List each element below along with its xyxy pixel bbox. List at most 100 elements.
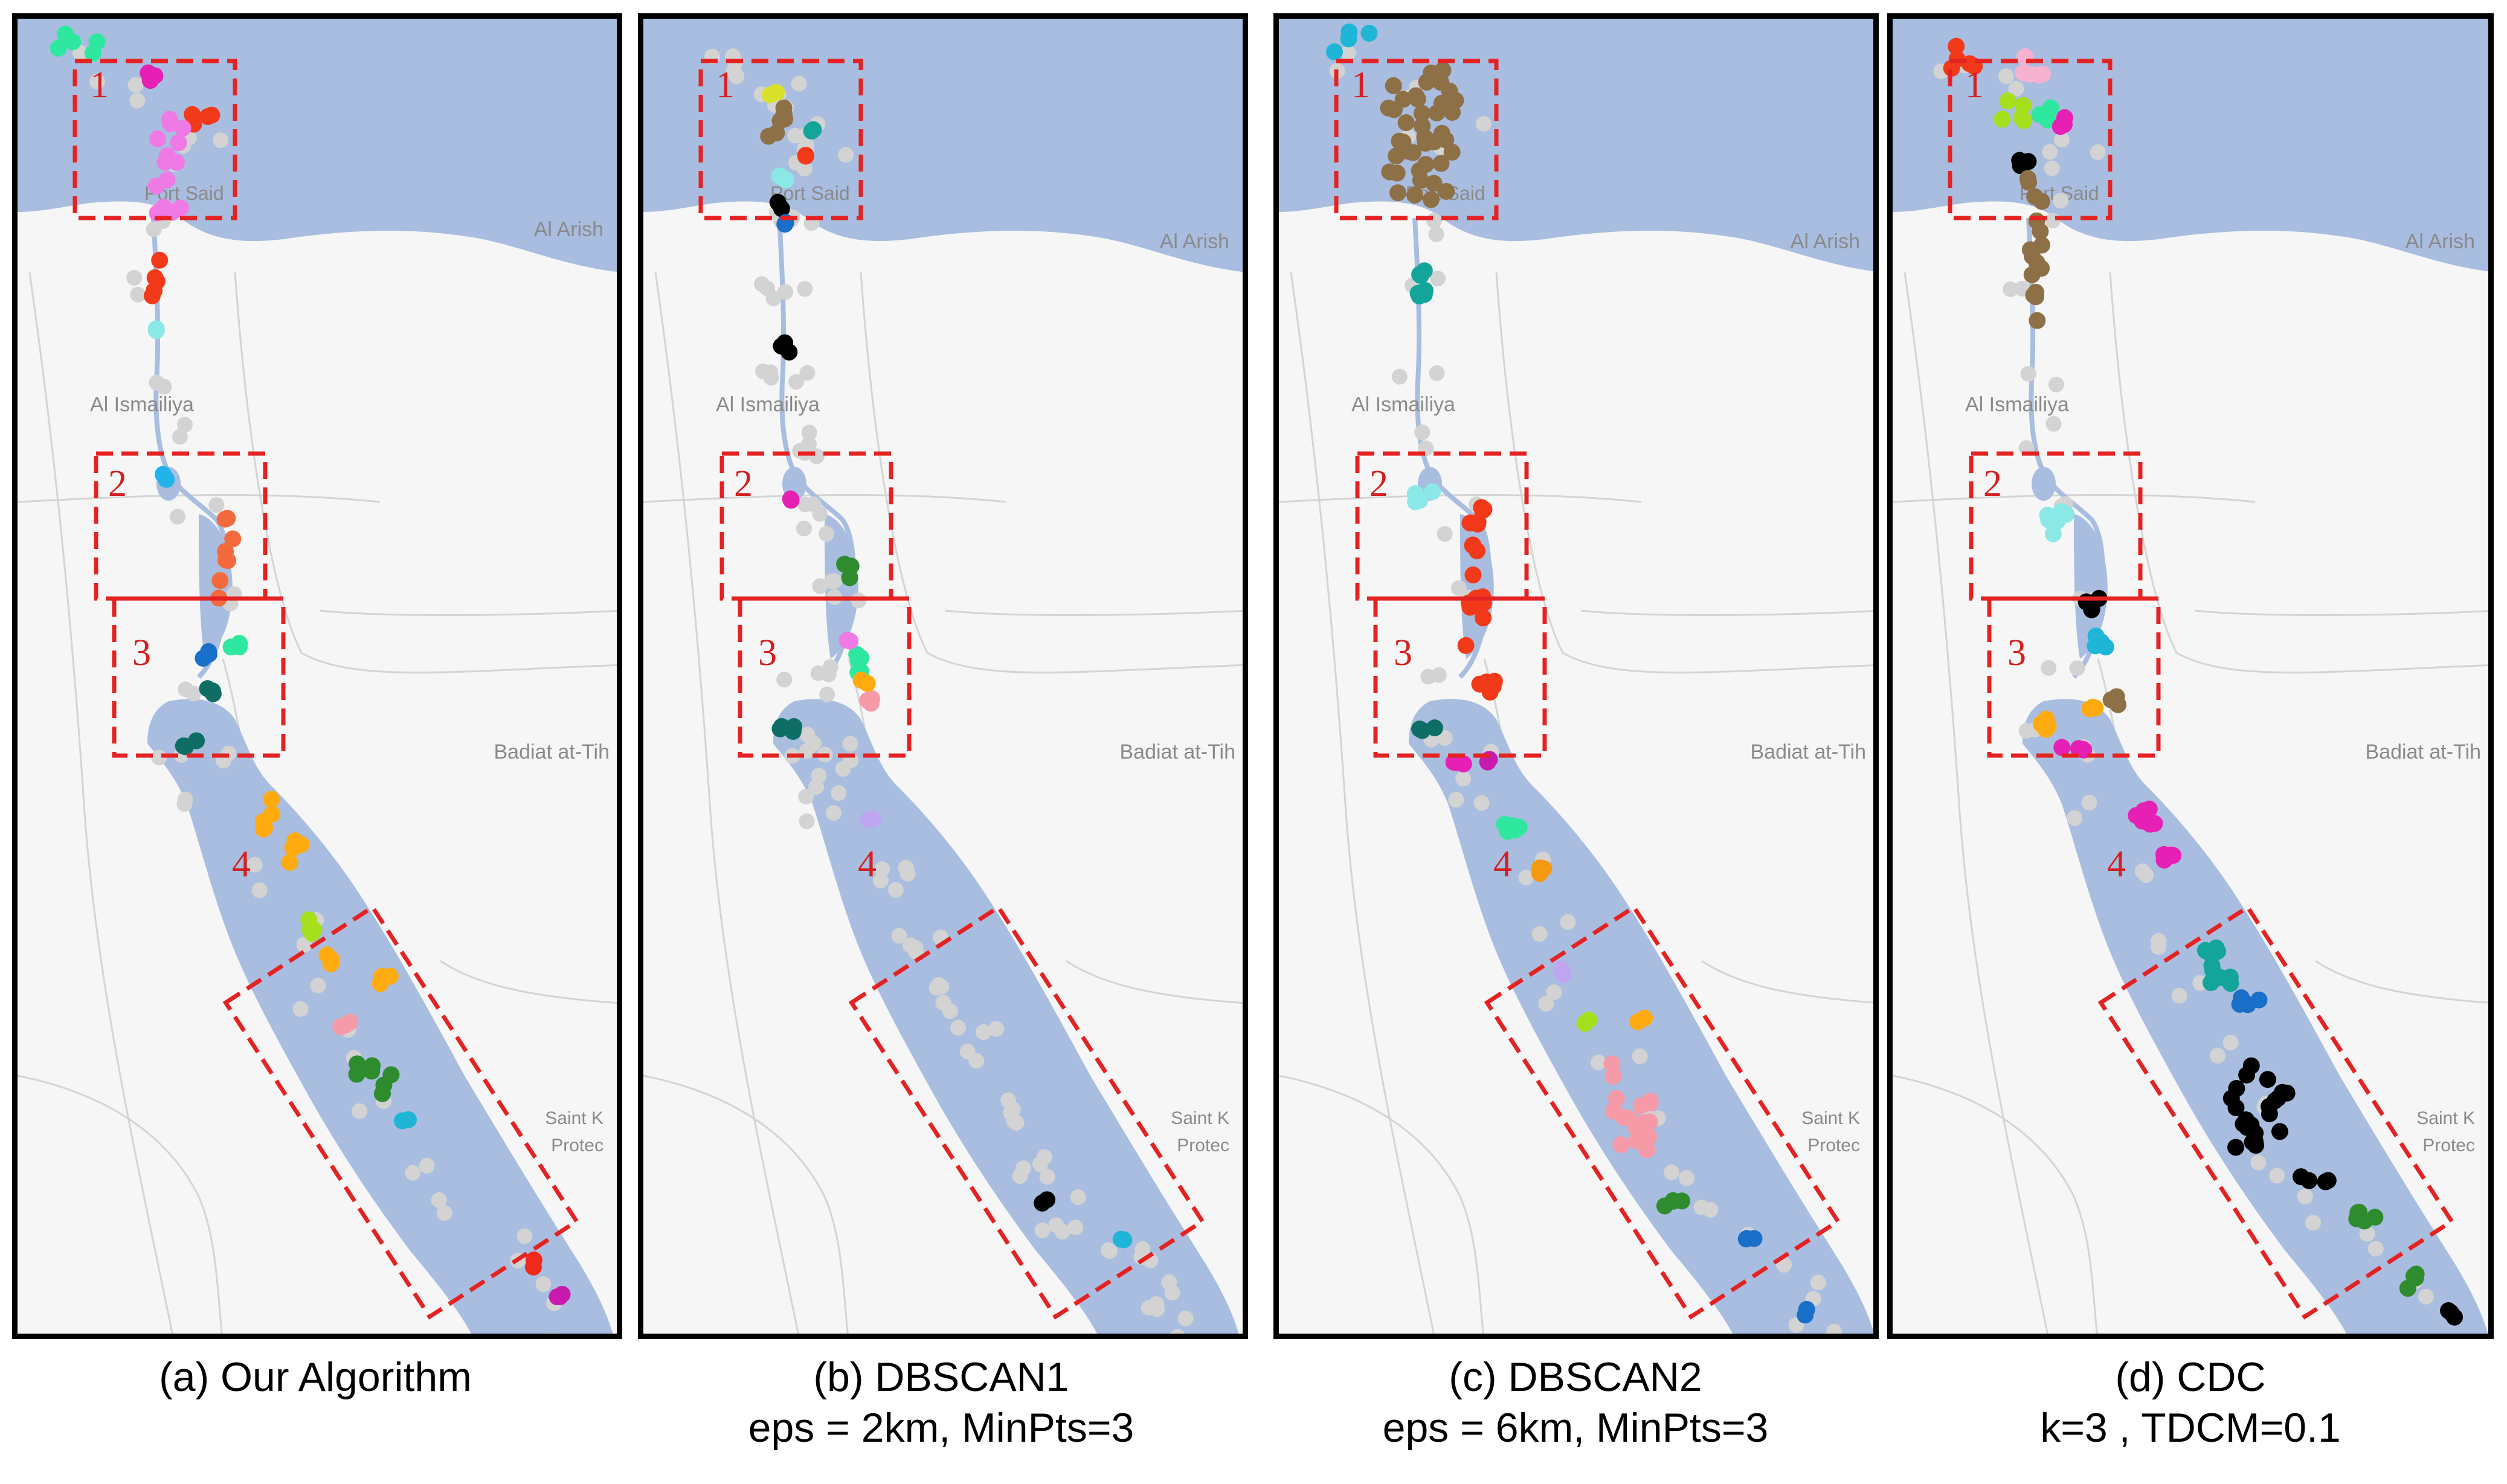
noise-point — [177, 791, 193, 808]
label-al-arish: Al Arish — [2406, 230, 2475, 253]
noise-point — [1015, 1160, 1031, 1177]
noise-point — [777, 284, 793, 300]
cluster-point — [2028, 212, 2045, 230]
cluster-point — [1608, 1090, 1625, 1107]
region-box-4 — [1484, 904, 1841, 1320]
cluster-point — [2029, 312, 2046, 329]
noise-point — [2269, 1168, 2285, 1184]
road-6 — [1580, 609, 1873, 616]
noise-point — [127, 77, 144, 93]
region-box-outline — [112, 596, 286, 758]
noise-point — [2003, 281, 2019, 297]
noise-point — [419, 1158, 435, 1174]
region-number-2: 2 — [1983, 463, 2002, 504]
label-protec: Protec — [551, 1135, 603, 1155]
cluster-point — [2293, 1168, 2310, 1186]
region-box-3 — [738, 596, 912, 758]
noise-point — [887, 882, 904, 898]
cluster-point — [773, 338, 790, 355]
cluster-point — [771, 720, 789, 737]
noise-point — [1391, 368, 1408, 385]
noise-point — [1039, 1169, 1055, 1185]
cluster-point — [332, 1018, 350, 1036]
noise-point — [968, 1053, 985, 1069]
noise-point — [2067, 810, 2083, 826]
noise-point — [2418, 1288, 2434, 1305]
label-saint-k: Saint K — [545, 1108, 603, 1128]
noise-point — [1560, 914, 1576, 930]
great-bitter-lake — [2074, 514, 2108, 659]
cluster-point — [2351, 1204, 2368, 1221]
noise-point — [535, 1276, 552, 1293]
region-box-outline — [72, 59, 237, 220]
great-bitter-lake — [825, 514, 858, 659]
cluster-point — [2102, 691, 2120, 708]
region-box-4 — [222, 904, 580, 1320]
noise-point — [1810, 1274, 1826, 1291]
region-box-outline — [698, 59, 863, 220]
noise-point — [2297, 1189, 2313, 1205]
noise-point — [436, 1205, 452, 1221]
noise-point — [130, 286, 146, 303]
cluster-point — [255, 820, 272, 837]
noise-point — [177, 417, 193, 433]
noise-point — [1032, 1156, 1048, 1172]
region-box-outline — [1948, 59, 2113, 220]
cluster-point — [2097, 638, 2114, 656]
noise-point — [1161, 1274, 1177, 1291]
noise-point — [831, 785, 847, 801]
cluster-point — [1425, 175, 1443, 192]
noise-point — [129, 92, 146, 109]
cluster-point — [1417, 135, 1434, 152]
cluster-point — [1411, 721, 1429, 738]
cluster-point — [1471, 675, 1488, 693]
cluster-point — [2238, 1111, 2255, 1129]
cluster-point — [1612, 1136, 1630, 1154]
noise-point — [2053, 193, 2069, 209]
cluster-point — [553, 1285, 571, 1303]
region-box-3 — [112, 596, 286, 758]
cluster-point — [1112, 1230, 1130, 1248]
cluster-point — [2221, 968, 2239, 986]
cluster-point — [292, 836, 310, 853]
noise-point — [1177, 1310, 1194, 1326]
cluster-point — [1415, 286, 1433, 303]
cluster-point — [184, 106, 201, 123]
noise-point — [928, 980, 945, 996]
noise-point — [791, 75, 807, 92]
region-number-4: 4 — [858, 844, 877, 885]
noise-point — [310, 977, 326, 994]
cluster-point — [1394, 133, 1412, 151]
cluster-point — [1630, 1120, 1647, 1137]
noise-point — [1429, 271, 1446, 287]
label-saint-k: Saint K — [1801, 1108, 1860, 1128]
noise-point — [156, 379, 172, 395]
cluster-point — [1422, 191, 1440, 208]
caption-b-subtitle: eps = 2km, MinPts=3 — [748, 1405, 1134, 1451]
cluster-point — [1360, 24, 1378, 42]
noise-point — [950, 1020, 967, 1036]
caption-c-subtitle: eps = 6km, MinPts=3 — [1382, 1405, 1769, 1451]
cluster-point — [2032, 715, 2050, 733]
noise-point — [1531, 926, 1548, 942]
cluster-point — [1999, 92, 2016, 110]
cluster-point — [1638, 1141, 1656, 1158]
noise-point — [826, 805, 842, 821]
road-0 — [28, 272, 173, 1334]
cluster-point — [172, 199, 189, 217]
noise-point — [1693, 1200, 1710, 1216]
cluster-point — [2048, 513, 2066, 530]
road-6 — [945, 609, 1243, 616]
noise-point — [2090, 144, 2106, 160]
region-box-outline — [1373, 596, 1547, 758]
cluster-point — [1531, 859, 1549, 876]
cluster-point — [1407, 87, 1424, 104]
noise-point — [759, 280, 775, 297]
cluster-point — [2250, 991, 2268, 1009]
label-al-arish: Al Arish — [1160, 230, 1229, 253]
cluster-point — [1340, 30, 1357, 48]
cluster-point — [322, 955, 340, 972]
cluster-point — [2203, 957, 2221, 974]
